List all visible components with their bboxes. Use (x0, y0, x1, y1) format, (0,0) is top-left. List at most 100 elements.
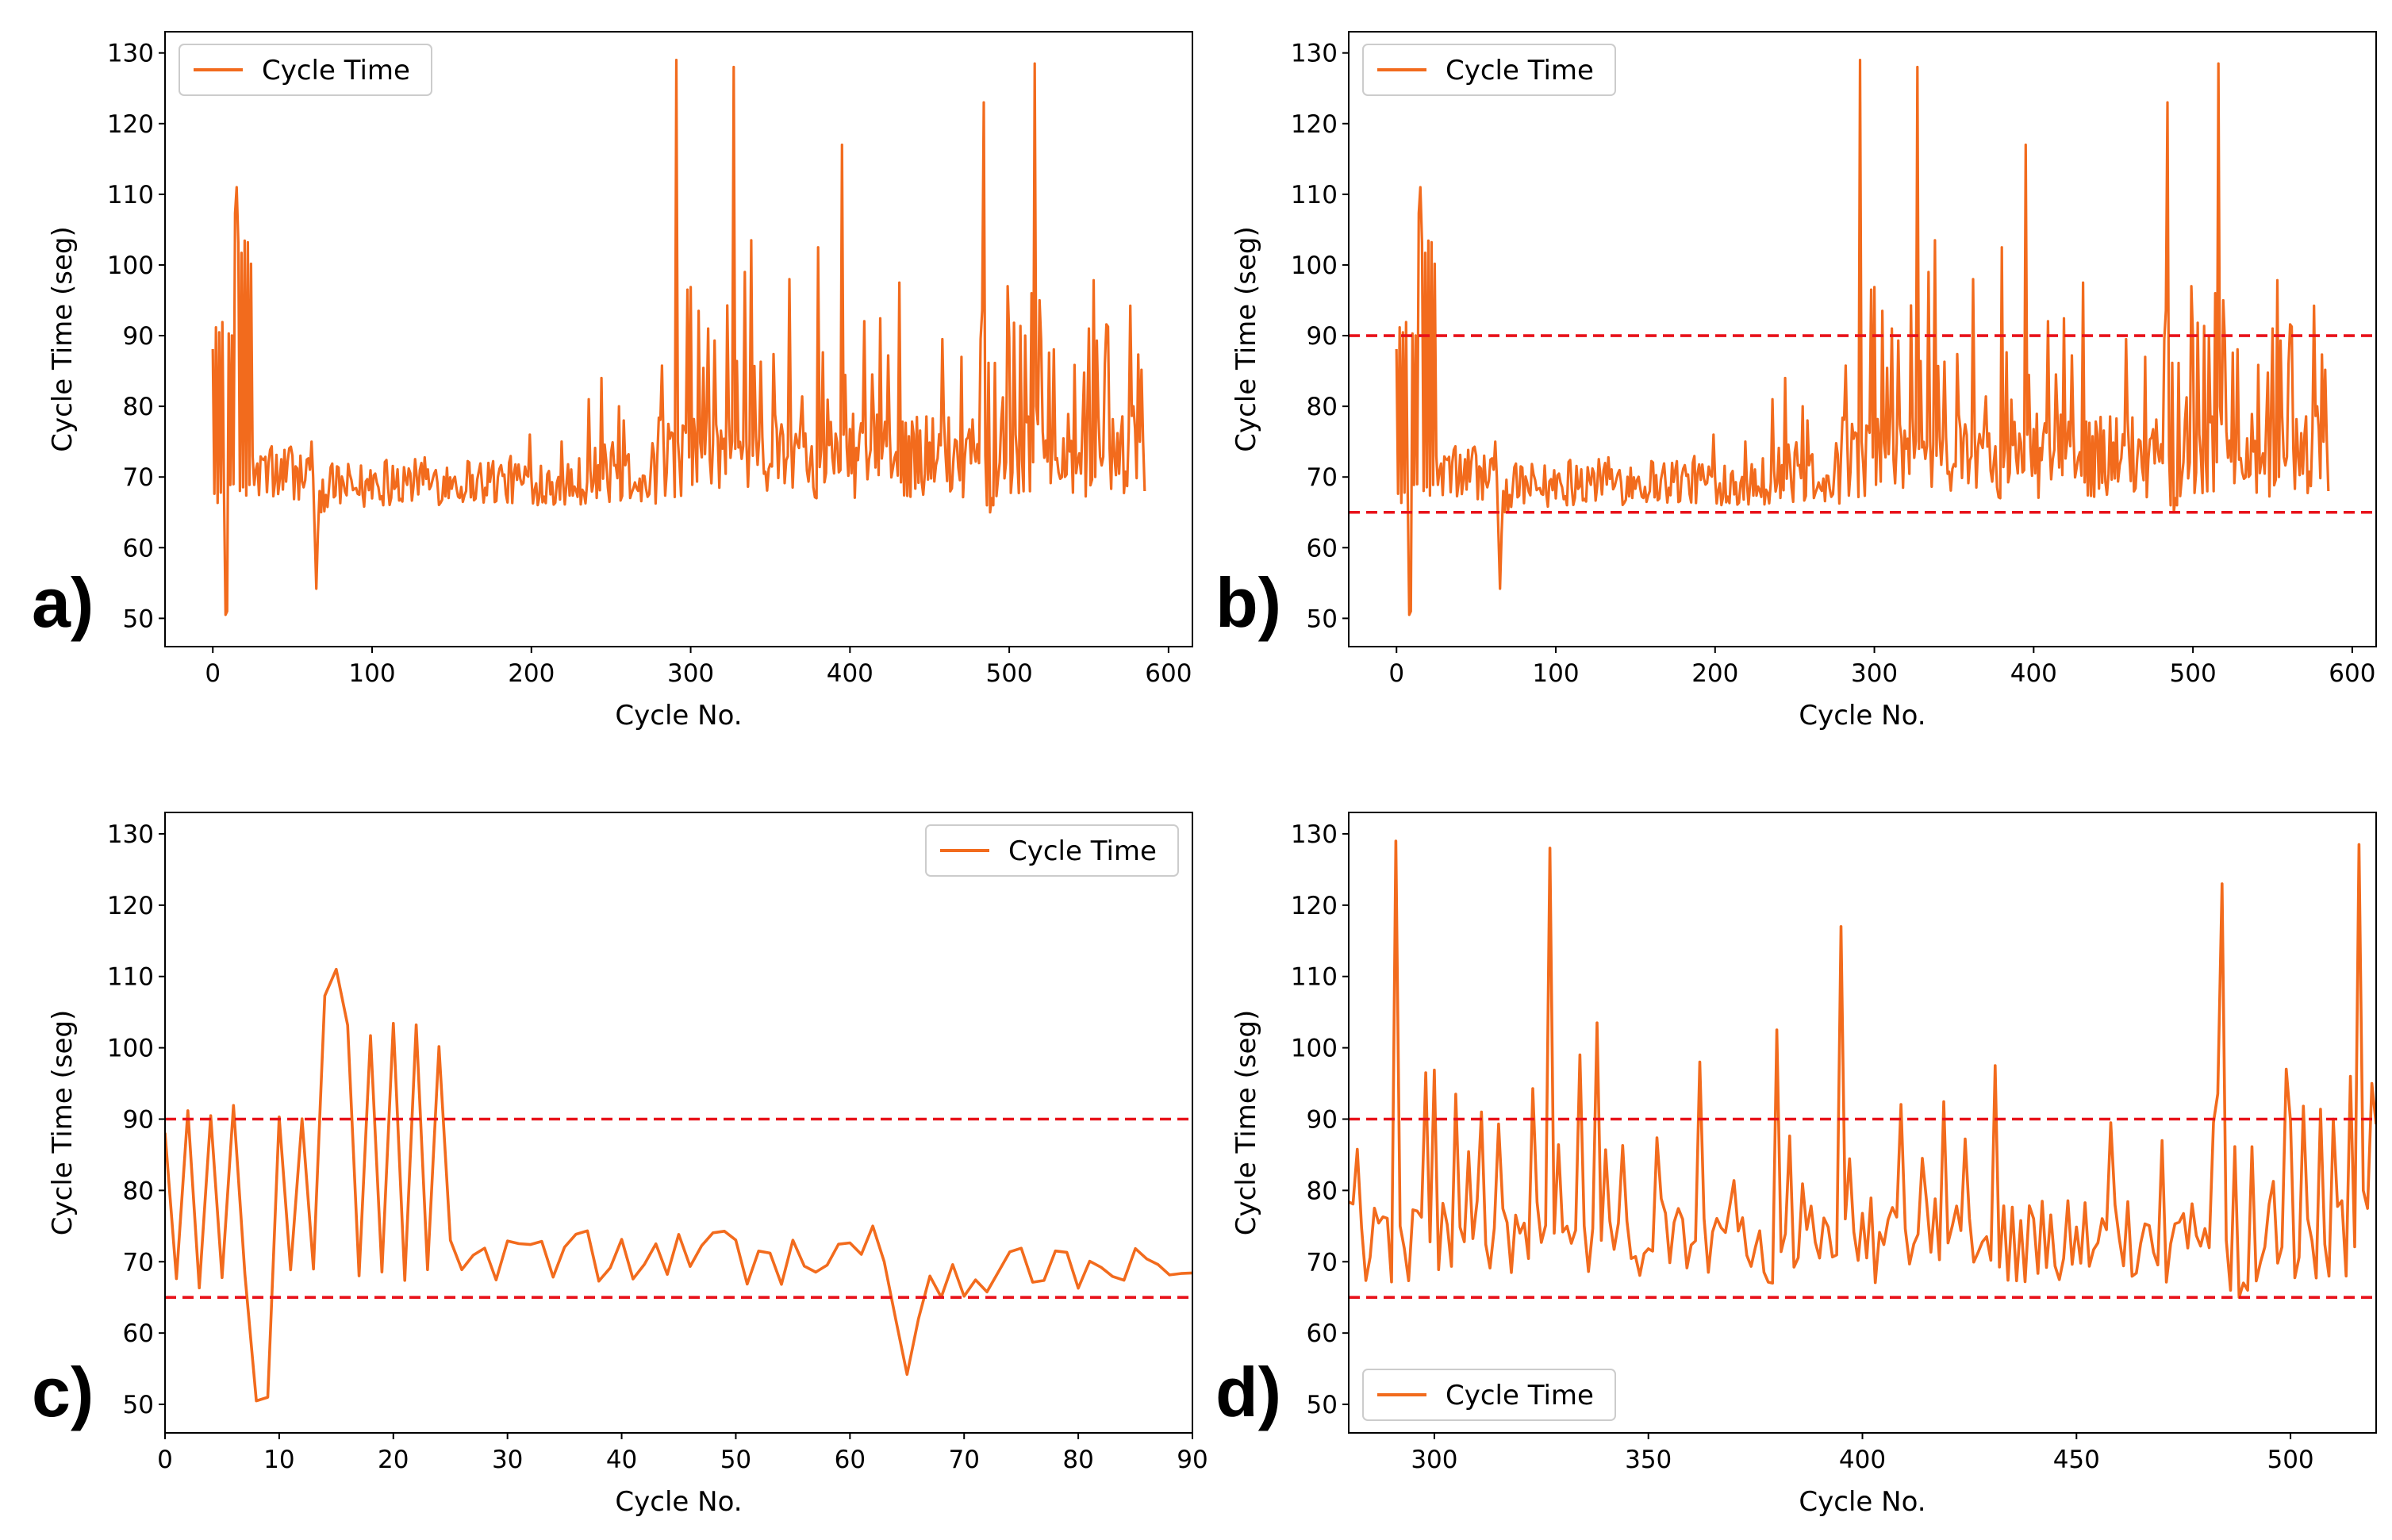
y-tick-label: 70 (1307, 1248, 1338, 1277)
plot-frame (164, 31, 1193, 647)
panel-label: b) (1215, 563, 1281, 642)
x-axis-label: Cycle No. (1799, 700, 1926, 732)
x-tick-label: 40 (606, 1446, 637, 1474)
x-tick-label: 50 (720, 1446, 751, 1474)
x-tick-label: 60 (835, 1446, 866, 1474)
y-tick-label: 100 (107, 252, 154, 280)
x-tick-label: 0 (1388, 659, 1404, 688)
x-tick-label: 70 (948, 1446, 979, 1474)
series-line-cycle-time (1395, 58, 2330, 616)
legend-box (925, 824, 1179, 877)
y-axis-label: Cycle Time (seg) (1231, 226, 1262, 451)
x-tick-label: 100 (1532, 659, 1579, 688)
legend: Cycle Time (179, 44, 432, 96)
x-tick-label: 200 (1691, 659, 1738, 688)
x-axis-label: Cycle No. (615, 700, 742, 732)
x-tick-label: 100 (348, 659, 395, 688)
y-tick-label: 60 (123, 534, 154, 563)
x-tick-label: 300 (1851, 659, 1898, 688)
panel-label: c) (32, 1353, 94, 1431)
x-tick-label: 400 (1839, 1446, 1886, 1474)
x-axis-label: Cycle No. (615, 1486, 742, 1518)
y-tick-label: 100 (1291, 252, 1338, 280)
x-tick-label: 600 (1145, 659, 1192, 688)
y-tick-label: 120 (1291, 110, 1338, 139)
x-tick-label: 500 (2267, 1446, 2313, 1474)
chart-panel-b: 50 60 70 80 90 100 110 120 130 0 100 200 300 400 500 60… (1215, 31, 2377, 732)
y-axis-label: Cycle Time (seg) (1231, 1010, 1262, 1235)
legend-box (1362, 1369, 1616, 1421)
y-tick-label: 130 (107, 40, 154, 68)
legend-label: Cycle Time (1008, 835, 1157, 867)
legend-box (1362, 44, 1616, 96)
x-tick-label: 450 (2053, 1446, 2100, 1474)
panel-label: d) (1215, 1353, 1281, 1431)
x-tick-label: 30 (492, 1446, 523, 1474)
y-tick-label: 100 (1291, 1035, 1338, 1063)
y-tick-label: 110 (1291, 963, 1338, 992)
x-tick-label: 10 (263, 1446, 294, 1474)
y-tick-label: 90 (1307, 322, 1338, 351)
y-tick-label: 90 (123, 322, 154, 351)
x-tick-label: 0 (205, 659, 221, 688)
chart-panel-a: 50 60 70 80 90 100 110 120 130 0 100 200 300 400 500 60… (32, 31, 1193, 732)
y-axis-label: Cycle Time (seg) (47, 226, 79, 451)
y-tick-label: 100 (107, 1035, 154, 1063)
y-tick-label: 60 (1307, 534, 1338, 563)
y-tick-label: 60 (123, 1319, 154, 1348)
y-tick-label: 80 (1307, 1177, 1338, 1205)
y-axis-label: Cycle Time (seg) (47, 1010, 79, 1235)
chart-panel-d: 50 60 70 80 90 100 110 120 130 300 350 400 450 500 Cyc… (1215, 812, 2377, 1518)
series-line-cycle-time (211, 58, 1146, 616)
x-tick-label: 300 (667, 659, 714, 688)
y-tick-label: 110 (107, 963, 154, 992)
y-tick-label: 50 (1307, 1391, 1338, 1419)
x-tick-label: 80 (1062, 1446, 1093, 1474)
legend-label: Cycle Time (262, 55, 410, 86)
legend-box (179, 44, 432, 96)
x-tick-label: 200 (508, 659, 555, 688)
chart-panel-c: 50 60 70 80 90 100 110 120 130 0 10 20 30 40 50 60 70 80 9… (32, 812, 1208, 1518)
y-tick-label: 130 (1291, 820, 1338, 849)
panel-label: a) (32, 563, 94, 642)
legend: Cycle Time (1362, 44, 1616, 96)
y-tick-label: 50 (1307, 605, 1338, 633)
y-tick-label: 70 (1307, 463, 1338, 492)
legend-label: Cycle Time (1446, 55, 1594, 86)
x-tick-label: 500 (2170, 659, 2217, 688)
y-tick-label: 130 (107, 820, 154, 849)
y-tick-label: 80 (123, 393, 154, 421)
y-tick-label: 120 (1291, 892, 1338, 920)
y-tick-label: 120 (107, 110, 154, 139)
y-tick-label: 90 (123, 1106, 154, 1135)
x-tick-label: 0 (157, 1446, 173, 1474)
x-tick-label: 400 (827, 659, 873, 688)
legend: Cycle Time (1362, 1369, 1616, 1421)
y-tick-label: 120 (107, 892, 154, 920)
x-tick-label: 500 (986, 659, 1033, 688)
x-tick-label: 20 (378, 1446, 409, 1474)
y-tick-label: 60 (1307, 1319, 1338, 1348)
plot-frame (1348, 31, 2377, 647)
x-tick-label: 600 (2329, 659, 2375, 688)
x-tick-label: 400 (2010, 659, 2057, 688)
y-tick-label: 50 (123, 1391, 154, 1419)
y-tick-label: 90 (1307, 1106, 1338, 1135)
x-tick-label: 90 (1177, 1446, 1208, 1474)
series-line-cycle-time (165, 967, 1192, 1403)
series-line-cycle-time (1349, 839, 2376, 1299)
y-tick-label: 110 (1291, 181, 1338, 209)
legend-label: Cycle Time (1446, 1380, 1594, 1411)
plot-frame (164, 812, 1193, 1434)
x-tick-label: 300 (1411, 1446, 1457, 1474)
x-axis-label: Cycle No. (1799, 1486, 1926, 1518)
y-tick-label: 80 (1307, 393, 1338, 421)
x-tick-label: 350 (1625, 1446, 1672, 1474)
y-tick-label: 80 (123, 1177, 154, 1205)
y-tick-label: 70 (123, 1248, 154, 1277)
y-tick-label: 50 (123, 605, 154, 633)
y-tick-label: 130 (1291, 40, 1338, 68)
y-tick-label: 110 (107, 181, 154, 209)
y-tick-label: 70 (123, 463, 154, 492)
